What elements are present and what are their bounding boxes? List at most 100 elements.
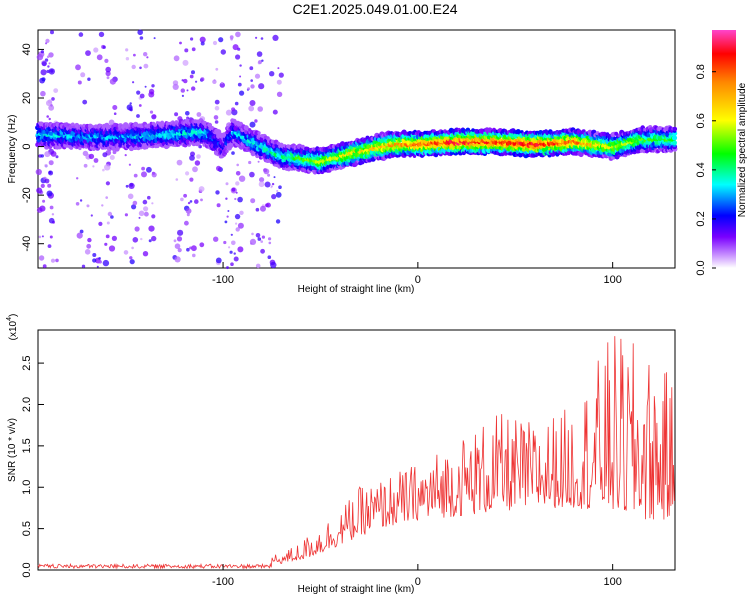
heatmap-cell (234, 213, 241, 220)
heatmap-cell (48, 170, 52, 174)
heatmap-cell (672, 140, 677, 146)
heatmap-cell (227, 210, 230, 212)
heatmap-cell (83, 163, 88, 168)
heatmap-cell (55, 155, 59, 159)
heatmap-cell (51, 213, 55, 216)
colorbar-tick-label: 0.4 (695, 162, 707, 177)
heatmap-cell (172, 83, 179, 90)
heatmap-cell (258, 83, 265, 90)
heatmap-cell (106, 76, 110, 80)
heatmap-cell (250, 198, 256, 204)
heatmap-cell (264, 181, 271, 188)
snr-y-tick-label: 1.0 (21, 480, 33, 495)
heatmap-cell (189, 200, 193, 203)
heatmap-cell (200, 198, 203, 202)
heatmap-cell (111, 235, 117, 241)
heatmap-cell (104, 58, 109, 64)
heatmap-cell (186, 89, 189, 92)
heatmap-cell (224, 220, 228, 224)
heatmap-cell (108, 119, 115, 126)
heatmap-cell (87, 237, 92, 243)
heatmap-cell (257, 131, 261, 135)
heatmap-cell (275, 219, 281, 224)
heatmap-cell (175, 178, 179, 181)
heatmap-cell (180, 197, 184, 202)
heatmap-cell (39, 205, 46, 212)
heatmap-cell (132, 200, 138, 206)
snr-y-tick-label: 0.5 (21, 521, 33, 536)
heatmap-cell (235, 222, 238, 225)
heatmap-cell (125, 48, 129, 52)
heatmap-cell (189, 155, 195, 161)
heatmap-cell (92, 253, 97, 257)
heatmap-cell (213, 79, 216, 82)
heatmap-cell (213, 115, 219, 120)
heatmap-cell (98, 257, 101, 260)
heatmap-cell (250, 84, 255, 89)
heatmap-cell (233, 256, 239, 262)
heatmap-cell (76, 232, 83, 239)
heatmap-cell (104, 164, 111, 171)
heatmap-cell (186, 247, 190, 252)
heatmap-cell (198, 186, 205, 192)
heatmap-cell (48, 62, 51, 65)
heatmap-cell (214, 99, 220, 105)
heatmap-x-ticks: -100 0 100 (212, 262, 622, 286)
snr-x-tick-label: -100 (212, 576, 234, 588)
heatmap-cell (220, 81, 224, 85)
heatmap-x-tick-label: 100 (603, 274, 621, 286)
heatmap-cell (98, 31, 105, 38)
heatmap-cell (79, 229, 84, 234)
heatmap-cell (239, 90, 245, 96)
heatmap-cell (192, 166, 198, 173)
heatmap-cell (239, 210, 244, 215)
colorbar-gradient (712, 30, 736, 268)
heatmap-y-tick-label: 0 (21, 144, 33, 150)
heatmap-cell (46, 69, 50, 74)
heatmap-cell (134, 226, 140, 232)
colorbar-tick-label: 0.0 (695, 260, 707, 275)
heatmap-cell (41, 235, 44, 238)
snr-multiplier-base: (x10 (8, 320, 19, 340)
heatmap-cell (124, 154, 127, 157)
heatmap-cell (226, 266, 229, 270)
heatmap-cell (124, 213, 128, 217)
heatmap-cell (231, 187, 236, 192)
heatmap-cell (249, 66, 254, 71)
heatmap-cell (133, 53, 136, 57)
heatmap-cell (51, 97, 55, 101)
heatmap-cell (153, 123, 157, 127)
heatmap-cell (195, 80, 198, 83)
snr-x-tick-label: 100 (603, 576, 621, 588)
heatmap-cell (105, 181, 110, 186)
heatmap-cell (191, 245, 197, 252)
heatmap-cell (131, 246, 134, 250)
heatmap-cell (271, 194, 277, 200)
heatmap-cell (191, 86, 196, 91)
heatmap-cell (177, 229, 184, 236)
heatmap-cell (268, 241, 272, 245)
heatmap-cell (76, 177, 79, 180)
heatmap-cell (48, 104, 55, 111)
heatmap-cell (235, 227, 240, 232)
heatmap-cell (212, 79, 217, 85)
heatmap-cell (235, 171, 241, 176)
colorbar-tick-label: 0.6 (695, 113, 707, 128)
heatmap-cell (234, 197, 237, 201)
heatmap-cell (80, 72, 86, 78)
snr-y-ticks: 0.0 0.5 1.0 1.5 2.0 2.5 (21, 355, 44, 578)
heatmap-cell (233, 252, 236, 255)
heatmap-cell (190, 37, 194, 41)
heatmap-cell (181, 79, 184, 82)
heatmap-cell (194, 199, 199, 204)
colorbar-label: Normalized spectral amplitude (737, 82, 748, 217)
heatmap-cell (98, 221, 103, 226)
heatmap-cell (250, 79, 253, 82)
snr-y-label: SNR (10 * v/v) (7, 418, 18, 482)
heatmap-cell (96, 265, 99, 268)
heatmap-cell (267, 173, 271, 177)
heatmap-cell (229, 35, 234, 40)
colorbar-tick-label: 0.2 (695, 211, 707, 226)
snr-frame (37, 329, 676, 571)
colorbar-tick-label: 0.8 (695, 64, 707, 79)
